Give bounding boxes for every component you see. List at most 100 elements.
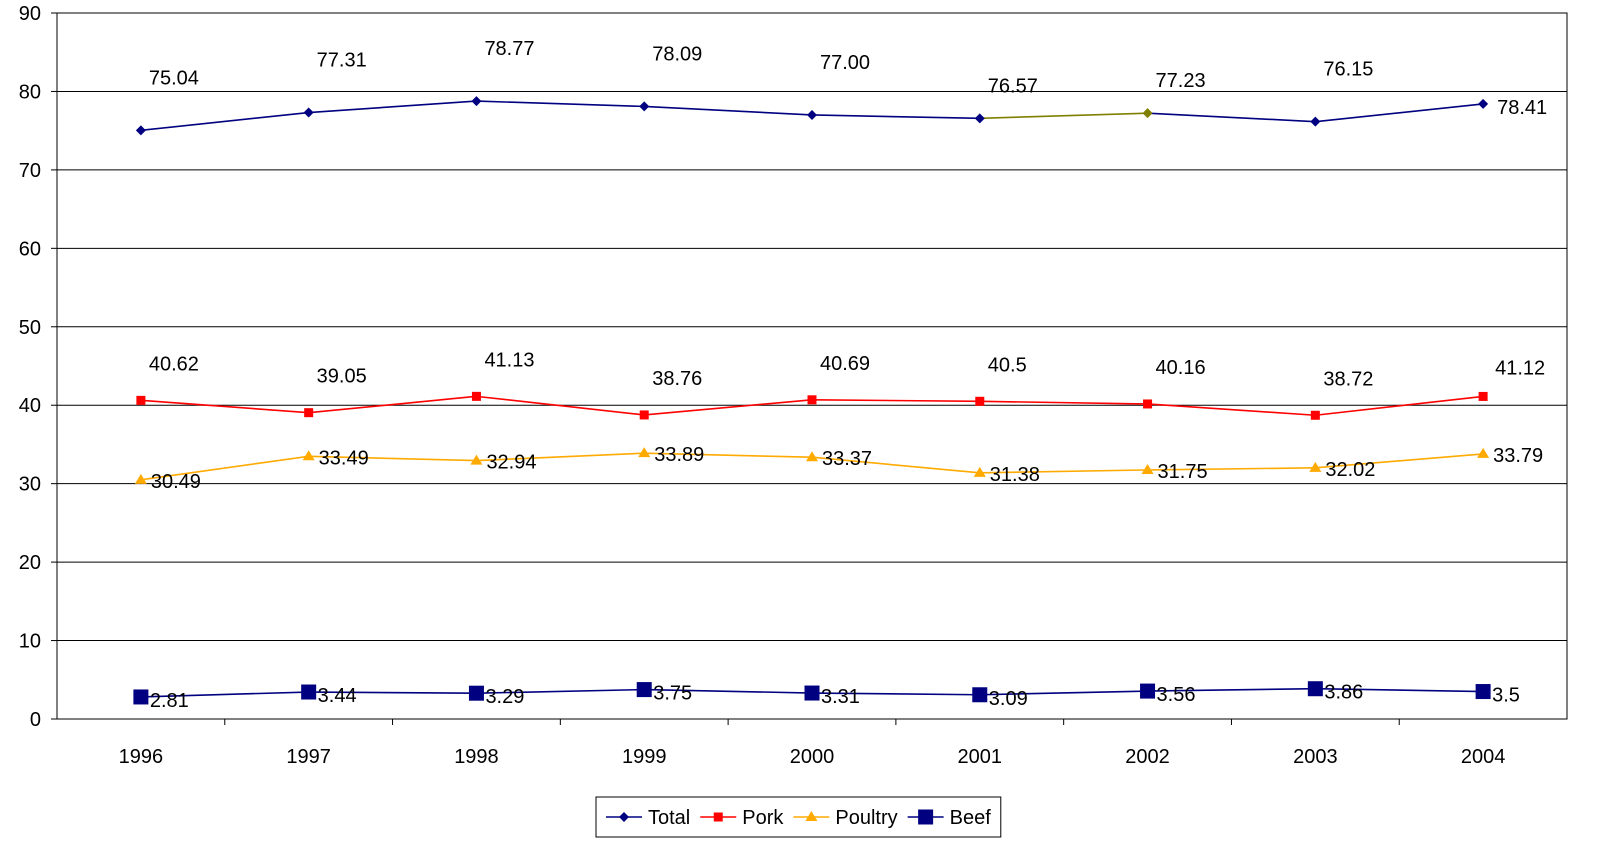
x-tick-label: 1999 bbox=[622, 746, 667, 768]
total-marker bbox=[471, 96, 482, 107]
poultry-marker bbox=[638, 447, 651, 458]
y-tick-label: 30 bbox=[19, 474, 41, 496]
poultry-data-label: 31.75 bbox=[1158, 461, 1208, 483]
beef-marker bbox=[972, 687, 988, 703]
pork-marker bbox=[304, 408, 314, 418]
pork-data-label: 40.69 bbox=[820, 353, 870, 375]
poultry-marker bbox=[134, 473, 147, 484]
series-lines bbox=[140, 100, 1484, 698]
beef-line-segment bbox=[476, 688, 645, 694]
beef-marker bbox=[1475, 684, 1491, 700]
total-data-label: 77.23 bbox=[1156, 70, 1206, 92]
beef-marker bbox=[1140, 683, 1156, 699]
legend-poultry-marker bbox=[805, 811, 818, 821]
total-marker bbox=[1478, 98, 1489, 109]
x-tick-label: 2001 bbox=[958, 746, 1003, 768]
data-labels: 75.04 77.31 78.77 78.09 77.00 76.57 77.23 76.15… bbox=[149, 38, 1547, 712]
total-line-segment bbox=[979, 112, 1148, 120]
y-tick-label: 20 bbox=[19, 552, 41, 574]
total-marker bbox=[135, 125, 146, 136]
beef-line-segment bbox=[811, 692, 980, 696]
total-line-segment bbox=[308, 100, 477, 114]
poultry-line-segment bbox=[979, 469, 1148, 474]
pork-data-label: 39.05 bbox=[317, 366, 367, 388]
pork-line-segment bbox=[1147, 403, 1316, 417]
legend-poultry-label: Poultry bbox=[835, 807, 897, 829]
pork-line-segment bbox=[811, 399, 980, 403]
beef-data-label: 3.31 bbox=[821, 686, 860, 708]
total-line-segment bbox=[811, 114, 980, 120]
pork-data-label: 38.72 bbox=[1323, 368, 1373, 390]
pork-line-segment bbox=[1315, 395, 1484, 417]
beef-line-segment bbox=[644, 688, 813, 694]
total-marker bbox=[1310, 116, 1321, 127]
poultry-marker bbox=[973, 466, 986, 477]
legend: Total Pork Poultry Beef bbox=[595, 796, 1002, 838]
x-tick-label: 1997 bbox=[286, 746, 331, 768]
poultry-data-label: 31.38 bbox=[990, 464, 1040, 486]
beef-line-segment bbox=[140, 691, 309, 698]
beef-data-label: 3.44 bbox=[318, 685, 357, 707]
pork-data-label: 40.5 bbox=[988, 354, 1027, 376]
y-axis-ticks: 0 10 20 30 40 50 60 70 80 90 bbox=[19, 3, 57, 731]
beef-marker bbox=[301, 684, 317, 700]
total-data-label: 75.04 bbox=[149, 67, 199, 89]
pork-data-label: 38.76 bbox=[652, 368, 702, 390]
legend-beef-label: Beef bbox=[950, 807, 992, 829]
poultry-marker bbox=[470, 454, 483, 465]
y-tick-label: 70 bbox=[19, 160, 41, 182]
total-marker bbox=[974, 113, 985, 124]
poultry-marker bbox=[806, 451, 818, 462]
total-data-label: 77.31 bbox=[317, 50, 367, 72]
total-data-label: 78.77 bbox=[484, 38, 534, 60]
total-data-label: 78.41 bbox=[1497, 97, 1547, 119]
poultry-marker bbox=[1141, 463, 1154, 474]
x-axis-ticks: 1996 1997 1998 1999 2000 2001 2002 2003 2004 bbox=[119, 719, 1506, 768]
poultry-line-segment bbox=[1147, 467, 1316, 471]
total-data-label: 77.00 bbox=[820, 52, 870, 74]
total-data-label: 76.57 bbox=[988, 75, 1038, 97]
total-data-label: 78.09 bbox=[652, 43, 702, 65]
y-tick-label: 90 bbox=[19, 3, 41, 25]
total-marker bbox=[639, 101, 650, 112]
beef-marker bbox=[1307, 681, 1323, 697]
pork-line-segment bbox=[140, 399, 309, 414]
beef-line-segment bbox=[979, 690, 1148, 696]
beef-data-label: 3.5 bbox=[1492, 685, 1520, 707]
legend-beef-marker bbox=[918, 809, 934, 825]
legend-pork-marker bbox=[713, 812, 723, 822]
x-tick-label: 2000 bbox=[790, 746, 835, 768]
y-tick-label: 10 bbox=[19, 631, 41, 653]
beef-line-segment bbox=[308, 691, 477, 694]
total-marker bbox=[1142, 108, 1153, 119]
x-tick-label: 2002 bbox=[1125, 746, 1170, 768]
plot-frame bbox=[56, 12, 1568, 720]
total-data-label: 76.15 bbox=[1323, 59, 1373, 81]
total-line-segment bbox=[644, 105, 813, 116]
total-line-segment bbox=[1147, 112, 1316, 123]
legend-total-marker bbox=[619, 812, 629, 822]
pork-marker bbox=[1143, 399, 1153, 409]
y-tick-label: 50 bbox=[19, 317, 41, 339]
pork-marker bbox=[136, 395, 146, 405]
beef-data-label: 3.29 bbox=[485, 686, 524, 708]
x-tick-label: 2004 bbox=[1461, 746, 1506, 768]
pork-marker bbox=[975, 396, 985, 406]
pork-data-label: 41.13 bbox=[484, 349, 534, 371]
beef-line-segment bbox=[1147, 687, 1316, 692]
poultry-line-segment bbox=[1315, 453, 1484, 469]
y-tick-label: 60 bbox=[19, 238, 41, 260]
gridlines bbox=[57, 90, 1567, 642]
poultry-data-label: 32.94 bbox=[486, 452, 536, 474]
pork-marker bbox=[807, 395, 817, 405]
pork-line-segment bbox=[644, 399, 813, 416]
legend-pork-label: Pork bbox=[742, 807, 784, 829]
poultry-data-label: 33.49 bbox=[319, 447, 369, 469]
legend-total-label: Total bbox=[648, 807, 690, 829]
x-tick-label: 1996 bbox=[119, 746, 164, 768]
total-line-segment bbox=[140, 111, 309, 132]
x-tick-label: 2003 bbox=[1293, 746, 1338, 768]
poultry-line-segment bbox=[811, 456, 980, 474]
pork-data-label: 40.16 bbox=[1156, 357, 1206, 379]
